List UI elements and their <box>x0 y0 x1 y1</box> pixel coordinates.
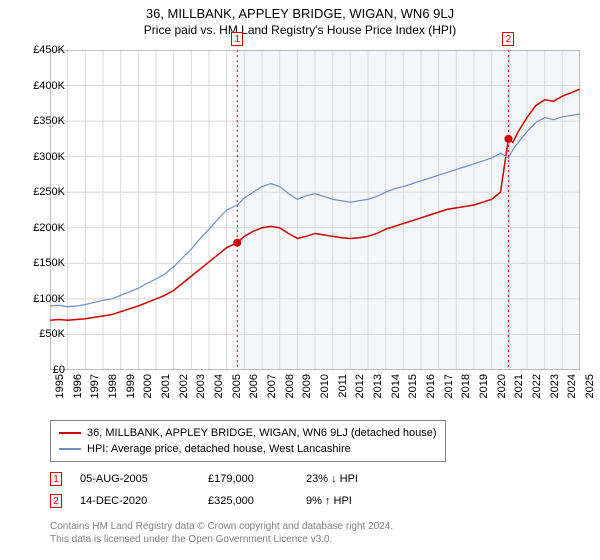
y-tick-label: £100K <box>15 293 65 305</box>
sales-table: 1 05-AUG-2005 £179,000 23% ↓ HPI 2 14-DE… <box>50 468 396 512</box>
x-tick-label: 2003 <box>195 374 207 414</box>
sale-date: 05-AUG-2005 <box>80 473 190 485</box>
y-tick-label: £400K <box>15 80 65 92</box>
x-tick-label: 2021 <box>513 374 525 414</box>
x-tick-label: 2024 <box>566 374 578 414</box>
x-tick-label: 1999 <box>125 374 137 414</box>
sale-marker-box: 2 <box>502 32 514 46</box>
sale-marker-2: 2 <box>50 494 62 508</box>
y-tick-label: £50K <box>15 328 65 340</box>
x-tick-label: 1996 <box>72 374 84 414</box>
y-tick-label: £250K <box>15 186 65 198</box>
x-tick-label: 2016 <box>425 374 437 414</box>
x-tick-label: 2014 <box>390 374 402 414</box>
x-tick-label: 2017 <box>443 374 455 414</box>
sale-row: 2 14-DEC-2020 £325,000 9% ↑ HPI <box>50 490 396 512</box>
x-tick-label: 2004 <box>213 374 225 414</box>
footer-line2: This data is licensed under the Open Gov… <box>50 533 393 546</box>
x-tick-label: 2019 <box>478 374 490 414</box>
sale-price: £179,000 <box>208 473 288 485</box>
sale-marker-1: 1 <box>50 472 62 486</box>
x-tick-label: 1995 <box>54 374 66 414</box>
x-tick-label: 2002 <box>178 374 190 414</box>
x-tick-label: 2015 <box>407 374 419 414</box>
legend-swatch <box>59 432 81 434</box>
y-tick-label: £150K <box>15 257 65 269</box>
y-tick-label: £200K <box>15 222 65 234</box>
sale-price: £325,000 <box>208 495 288 507</box>
legend-swatch <box>59 448 81 450</box>
sale-marker-box: 1 <box>231 32 243 46</box>
x-tick-label: 2025 <box>584 374 596 414</box>
sale-delta: 23% ↓ HPI <box>306 473 396 485</box>
legend-label: HPI: Average price, detached house, West… <box>87 443 351 455</box>
x-tick-label: 2000 <box>142 374 154 414</box>
x-tick-label: 1997 <box>89 374 101 414</box>
y-tick-label: £450K <box>15 44 65 56</box>
x-tick-label: 2020 <box>496 374 508 414</box>
legend: 36, MILLBANK, APPLEY BRIDGE, WIGAN, WN6 … <box>50 420 446 462</box>
sale-delta: 9% ↑ HPI <box>306 495 396 507</box>
x-tick-label: 2007 <box>266 374 278 414</box>
x-tick-label: 2011 <box>337 374 349 414</box>
x-tick-label: 2023 <box>549 374 561 414</box>
x-tick-label: 2005 <box>231 374 243 414</box>
sale-row: 1 05-AUG-2005 £179,000 23% ↓ HPI <box>50 468 396 490</box>
y-tick-label: £350K <box>15 115 65 127</box>
x-tick-label: 2022 <box>531 374 543 414</box>
x-tick-label: 2010 <box>319 374 331 414</box>
x-tick-label: 2008 <box>284 374 296 414</box>
x-tick-label: 2009 <box>301 374 313 414</box>
x-tick-label: 2018 <box>460 374 472 414</box>
x-tick-label: 2012 <box>354 374 366 414</box>
chart-title: 36, MILLBANK, APPLEY BRIDGE, WIGAN, WN6 … <box>0 0 600 21</box>
sale-date: 14-DEC-2020 <box>80 495 190 507</box>
x-tick-label: 2013 <box>372 374 384 414</box>
x-tick-label: 2001 <box>160 374 172 414</box>
legend-row-hpi: HPI: Average price, detached house, West… <box>59 441 437 457</box>
legend-label: 36, MILLBANK, APPLEY BRIDGE, WIGAN, WN6 … <box>87 427 437 439</box>
chart-area <box>50 50 580 370</box>
x-tick-label: 1998 <box>107 374 119 414</box>
chart-svg <box>50 50 580 370</box>
x-tick-label: 2006 <box>248 374 260 414</box>
legend-row-property: 36, MILLBANK, APPLEY BRIDGE, WIGAN, WN6 … <box>59 425 437 441</box>
footer-line1: Contains HM Land Registry data © Crown c… <box>50 520 393 533</box>
y-tick-label: £300K <box>15 151 65 163</box>
footer: Contains HM Land Registry data © Crown c… <box>50 520 393 546</box>
